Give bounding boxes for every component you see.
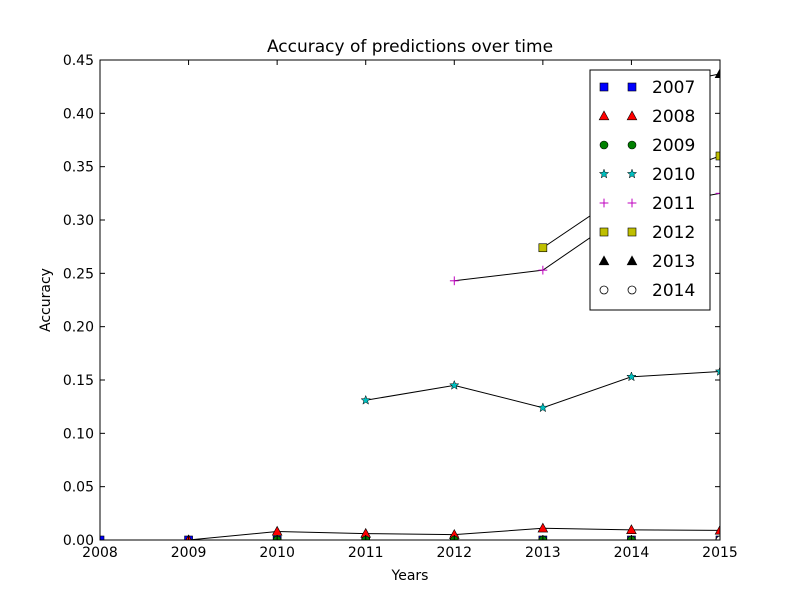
legend-entry-2013: 2013 [598, 252, 695, 272]
legend-marker-2013 [598, 255, 610, 266]
y-tick-label: 0.05 [63, 480, 94, 496]
legend-label-2008: 2008 [652, 107, 695, 127]
y-tick-label: 0.35 [63, 160, 94, 176]
chart-title: Accuracy of predictions over time [267, 37, 553, 57]
legend-entry-2012: 2012 [599, 223, 695, 243]
data-point-2013-2015 [714, 68, 720, 78]
legend-marker-2010 [598, 168, 610, 179]
legend-entry-2007: 2007 [599, 78, 695, 98]
legend-label-2010: 2010 [652, 165, 695, 185]
x-tick-label: 2014 [614, 545, 650, 561]
data-point-2010-2013 [537, 402, 549, 413]
y-axis-label: Accuracy [38, 268, 54, 332]
x-tick-label: 2015 [702, 545, 738, 561]
legend-marker-2010-b [626, 168, 638, 179]
legend-marker-2011 [599, 198, 609, 208]
x-tick-label: 2010 [259, 545, 295, 561]
data-point-2011-2013 [538, 265, 548, 275]
data-point-2012-2015 [715, 151, 720, 161]
legend-marker-2013-b [626, 255, 638, 266]
legend-marker-2014 [599, 285, 609, 295]
legend-label-2014: 2014 [652, 281, 695, 301]
data-point-2011-2015 [715, 188, 720, 198]
legend-marker-2014-b [627, 285, 637, 295]
data-point-2014-2015 [715, 535, 720, 540]
legend-entry-2014: 2014 [599, 281, 695, 301]
data-point-2008-2010 [271, 525, 283, 536]
data-point-2008-2013 [537, 522, 549, 533]
data-point-2010-2011 [360, 394, 371, 405]
x-tick-label: 2011 [348, 545, 384, 561]
legend-entry-2008: 2008 [598, 107, 695, 127]
series-2010 [360, 365, 720, 413]
legend-marker-2007-b [627, 82, 637, 92]
legend-label-2009: 2009 [652, 136, 695, 156]
legend-marker-2011-b [627, 198, 637, 208]
plot-frame [99, 59, 721, 541]
y-tick-label: 0.30 [63, 213, 94, 229]
legend: 2007 2008 2009 2010 2011 2012 2013 2014 [589, 69, 711, 311]
ticks-layer: 2008 2009 2010 2011 2012 2013 2014 2015 0.00 0.05… [63, 53, 738, 561]
legend-entry-2011: 2011 [599, 194, 695, 214]
legend-label-2011: 2011 [652, 194, 695, 214]
data-point-2008-2014 [626, 524, 637, 534]
data-point-2010-2014 [626, 371, 637, 382]
x-tick-label: 2008 [82, 545, 118, 561]
legend-marker-2009-b [627, 140, 637, 150]
data-point-2012-2013 [538, 243, 548, 253]
y-tick-label: 0.45 [63, 53, 94, 69]
y-tick-label: 0.00 [63, 533, 94, 549]
legend-label-2007: 2007 [652, 78, 695, 98]
series-2008 [185, 522, 720, 540]
legend-marker-2009 [599, 140, 609, 150]
y-tick-label: 0.15 [63, 373, 94, 389]
x-tick-label: 2009 [171, 545, 207, 561]
legend-label-2013: 2013 [652, 252, 695, 272]
legend-entry-2009: 2009 [599, 136, 695, 156]
legend-box [589, 69, 711, 311]
legend-marker-2012-b [627, 227, 637, 237]
x-axis-label: Years [391, 568, 429, 584]
y-tick-label: 0.20 [63, 320, 94, 336]
y-tick-label: 0.40 [63, 106, 94, 122]
y-tick-label: 0.25 [63, 266, 94, 282]
legend-marker-2008-b [626, 110, 638, 121]
series-2014 [715, 535, 720, 540]
data-point-2011-2012 [449, 276, 459, 286]
legend-marker-2008 [598, 110, 610, 121]
legend-label-2012: 2012 [652, 223, 695, 243]
legend-marker-2012 [599, 227, 609, 237]
legend-entry-2010: 2010 [598, 165, 695, 185]
x-tick-label: 2012 [436, 545, 472, 561]
data-point-2008-2015 [714, 524, 720, 535]
data-point-2010-2015 [714, 365, 720, 376]
x-tick-label: 2013 [525, 545, 561, 561]
data-point-2010-2012 [449, 379, 460, 390]
y-tick-label: 0.10 [63, 426, 94, 442]
legend-marker-2007 [599, 82, 609, 92]
data-point-2007-2008 [100, 535, 105, 540]
